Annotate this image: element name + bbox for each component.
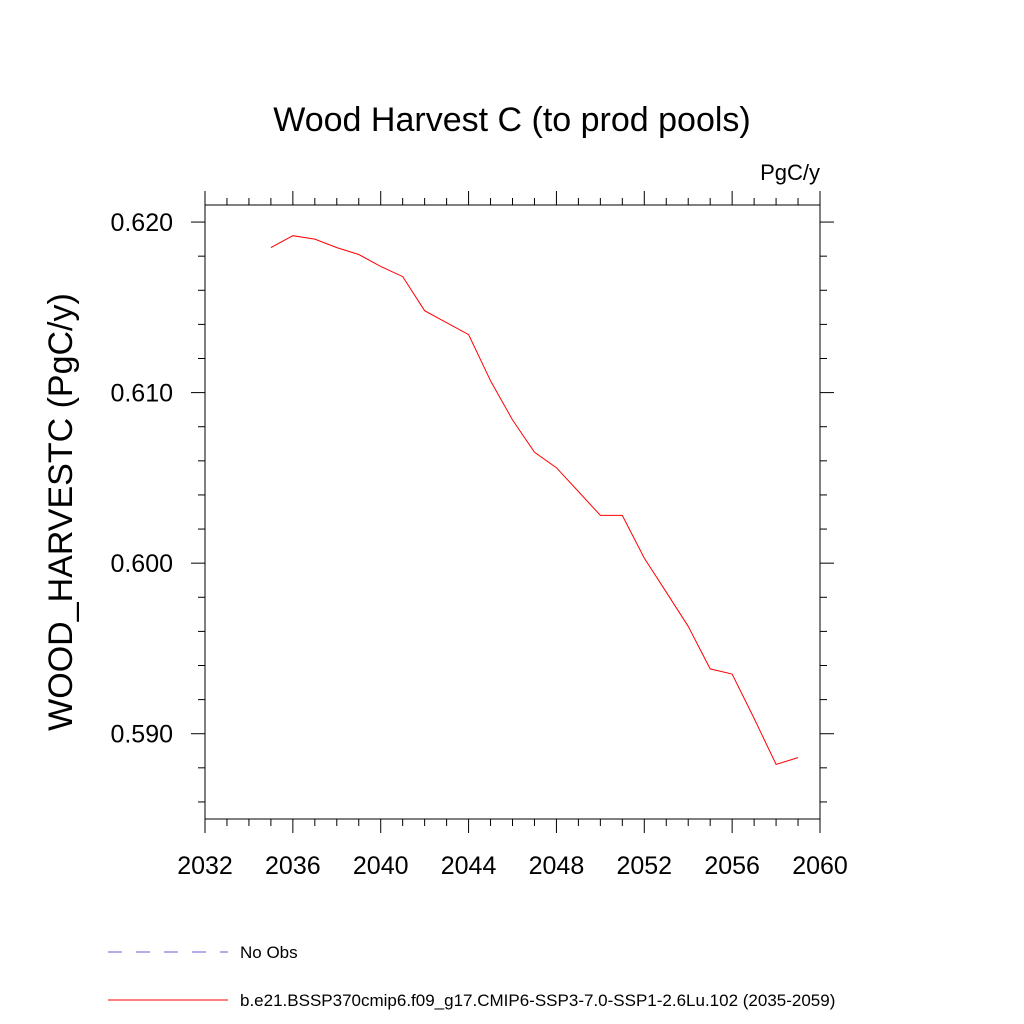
chart-title: Wood Harvest C (to prod pools)	[273, 101, 750, 139]
x-tick-label: 2036	[265, 852, 321, 880]
x-tick-label: 2032	[177, 852, 233, 880]
x-tick-label: 2048	[529, 852, 585, 880]
y-axis-label: WOOD_HARVESTC (PgC/y)	[42, 293, 80, 731]
legend-label: No Obs	[240, 943, 298, 962]
y-tick-label: 0.620	[110, 209, 173, 237]
x-tick-label: 2052	[616, 852, 672, 880]
series-line	[270, 235, 799, 766]
x-tick-label: 2044	[441, 852, 497, 880]
x-tick-label: 2056	[704, 852, 760, 880]
plot-frame	[204, 204, 821, 820]
legend-label: b.e21.BSSP370cmip6.f09_g17.CMIP6-SSP3-7.…	[240, 991, 835, 1010]
y-tick-label: 0.610	[110, 380, 173, 408]
x-tick-label: 2040	[353, 852, 409, 880]
y-tick-label: 0.600	[110, 550, 173, 578]
y-tick-label: 0.590	[110, 721, 173, 749]
units-label: PgC/y	[760, 160, 820, 185]
x-tick-label: 2060	[792, 852, 848, 880]
